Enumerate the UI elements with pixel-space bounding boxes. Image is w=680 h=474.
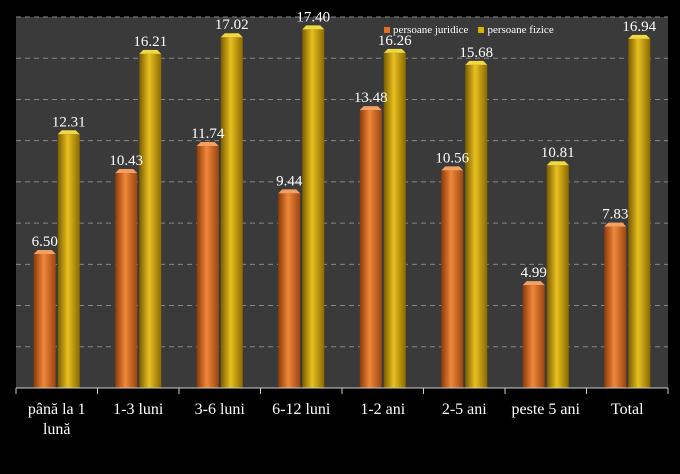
bar-cap [115,169,138,174]
x-axis-ticks [15,388,669,394]
legend-item-fizice: persoane fizice [478,24,554,36]
legend-swatch-fizice [478,27,485,33]
value-label: 10.81 [541,145,575,161]
bar-cap [441,166,464,171]
bar-fizice [628,38,651,388]
bar-fizice [139,53,162,388]
bar-cap [220,33,243,38]
legend: persoane juridice persoane fizice [384,24,554,36]
bar-cap [383,48,406,53]
value-label: 9.44 [276,173,303,189]
bar-juridice [522,285,545,388]
bar-fizice [546,165,569,388]
value-label: 12.31 [52,114,86,130]
value-label: 11.74 [191,126,225,142]
category-label: 3-6 luni [194,401,245,418]
value-label: 17.40 [296,9,330,25]
bar-fizice [57,134,80,388]
value-label: 6.50 [32,234,58,250]
bar-cap [57,130,80,135]
category-label: 2-5 ani [441,401,487,418]
value-label: 10.56 [435,150,469,166]
bar-fizice [220,37,243,389]
value-label: 7.83 [602,207,628,223]
bar-cap [522,281,545,286]
bar-cap [359,106,382,111]
bar-fizice [383,52,406,388]
bar-juridice [441,170,464,388]
value-label: 16.94 [622,19,656,35]
category-label: Total [610,401,644,418]
bar-juridice [196,146,219,388]
bar-juridice [115,173,138,388]
bar-cap [139,49,162,54]
legend-swatch-juridice [384,27,390,33]
legend-label-fizice: persoane fizice [487,24,554,36]
category-label: peste 5 ani [511,401,580,418]
bars [33,25,651,389]
value-label: 17.02 [215,17,249,33]
bar-cap [465,60,488,65]
bar-cap [604,222,627,227]
plot-background [16,17,668,388]
legend-item-juridice: persoane juridice [384,24,468,36]
bar-cap [546,161,569,166]
legend-label-juridice: persoane juridice [393,24,469,36]
value-label: 10.43 [109,153,143,169]
bar-juridice [33,254,56,388]
value-label: 4.99 [521,265,547,281]
bar-fizice [302,29,325,388]
category-label: 1-2 ani [360,401,406,418]
category-label: 1-3 luni [113,401,164,418]
bar-fizice [465,64,488,388]
category-label: până la 1 lună [27,401,86,438]
value-label: 13.48 [354,90,388,106]
category-label: 6-12 luni [272,401,331,418]
value-labels: 6.50 10.43 11.74 9.44 13.48 10.56 4.99 7.83 12.3… [32,9,657,281]
bar-juridice [359,110,382,388]
bar-juridice [278,193,301,388]
bar-cap [196,142,219,147]
bar-cap [628,34,651,39]
value-label: 16.21 [133,34,167,50]
bar-cap [302,25,325,30]
bar-juridice [604,226,627,388]
bar-cap [278,189,301,194]
value-label: 15.68 [459,45,493,61]
value-label: 16.26 [378,33,412,49]
bar-cap [33,250,56,255]
